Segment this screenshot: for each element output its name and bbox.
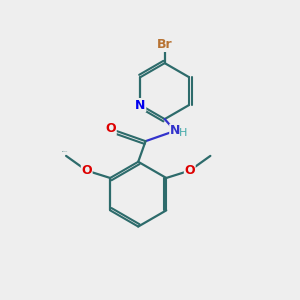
Text: methoxy: methoxy: [62, 151, 68, 152]
Text: Br: Br: [157, 38, 172, 51]
Text: O: O: [184, 164, 195, 177]
Text: N: N: [135, 99, 146, 112]
Text: H: H: [179, 128, 188, 138]
Text: O: O: [81, 164, 92, 177]
Text: O: O: [106, 122, 116, 135]
Text: N: N: [170, 124, 180, 137]
